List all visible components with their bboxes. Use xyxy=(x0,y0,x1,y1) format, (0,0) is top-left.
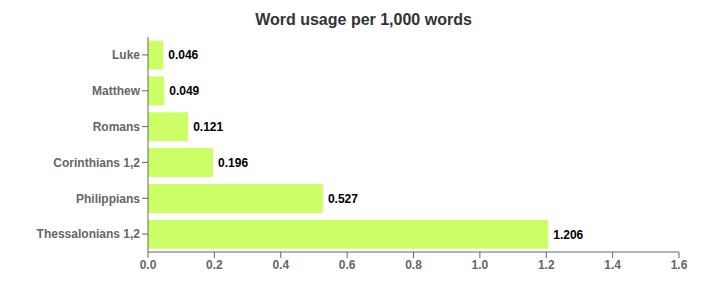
svg-text:0.8: 0.8 xyxy=(405,258,422,272)
svg-text:0.4: 0.4 xyxy=(272,258,289,272)
svg-text:0.196: 0.196 xyxy=(218,156,248,170)
svg-text:0.6: 0.6 xyxy=(339,258,356,272)
svg-text:Matthew: Matthew xyxy=(92,84,141,98)
svg-text:Luke: Luke xyxy=(112,48,140,62)
svg-text:0.527: 0.527 xyxy=(328,192,358,206)
svg-text:1.4: 1.4 xyxy=(604,258,621,272)
svg-text:0.2: 0.2 xyxy=(206,258,223,272)
svg-text:0.0: 0.0 xyxy=(140,258,157,272)
svg-text:0.046: 0.046 xyxy=(168,48,198,62)
svg-text:0.121: 0.121 xyxy=(193,120,223,134)
svg-text:1.206: 1.206 xyxy=(553,228,583,242)
svg-text:1.6: 1.6 xyxy=(671,258,688,272)
svg-text:1.0: 1.0 xyxy=(472,258,489,272)
svg-text:Philippians: Philippians xyxy=(76,192,140,206)
svg-text:Thessalonians 1,2: Thessalonians 1,2 xyxy=(37,227,141,241)
svg-text:1.2: 1.2 xyxy=(538,258,555,272)
svg-text:Romans: Romans xyxy=(93,120,141,134)
svg-text:0.049: 0.049 xyxy=(169,84,199,98)
svg-text:Corinthians 1,2: Corinthians 1,2 xyxy=(53,156,140,170)
html-text:Word usage per 1,000 words: Word usage per 1,000 words xyxy=(255,11,472,28)
